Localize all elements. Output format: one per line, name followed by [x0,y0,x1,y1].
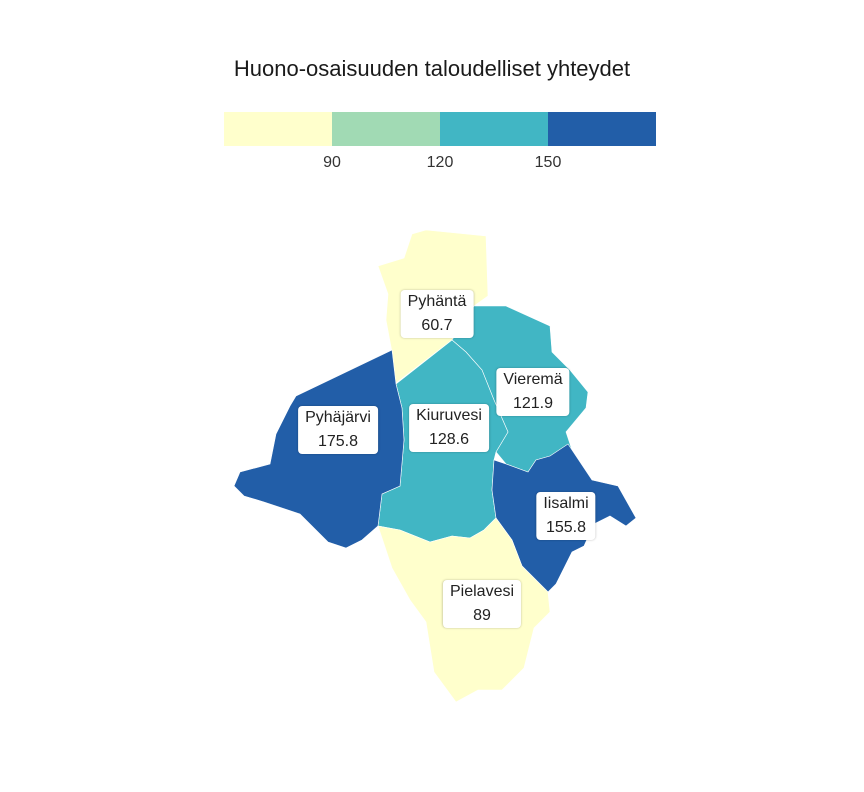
region-value: 128.6 [428,431,470,448]
region-value: 89 [473,607,491,624]
legend-swatch-4 [548,112,656,146]
region-name: Pielavesi [449,583,515,600]
legend-tick-150: 150 [534,154,562,171]
region-name: Iisalmi [543,495,589,512]
legend-tick-90: 90 [323,154,341,171]
label-pyhanta: Pyhäntä 60.7 [400,290,474,338]
region-name: Pyhäntä [407,293,467,310]
legend-tick-120: 120 [426,154,454,171]
label-kiuruvesi: Kiuruvesi 128.6 [409,404,489,452]
region-name: Pyhäjärvi [305,409,371,426]
region-value: 121.9 [512,395,554,412]
label-pyhajarvi: Pyhäjärvi 175.8 [298,406,378,454]
color-legend [224,112,656,146]
label-iisalmi: Iisalmi 155.8 [536,492,596,540]
legend-swatch-3 [440,112,548,146]
label-vierema: Vieremä 121.9 [496,368,570,416]
map-title: Huono-osaisuuden taloudelliset yhteydet [233,56,631,81]
region-value: 60.7 [421,317,453,334]
region-name: Kiuruvesi [416,407,482,424]
legend-swatch-1 [224,112,332,146]
region-name: Vieremä [503,371,563,388]
region-value: 175.8 [317,433,359,450]
region-value: 155.8 [545,519,587,536]
legend-swatch-2 [332,112,440,146]
label-pielavesi: Pielavesi 89 [442,580,522,628]
